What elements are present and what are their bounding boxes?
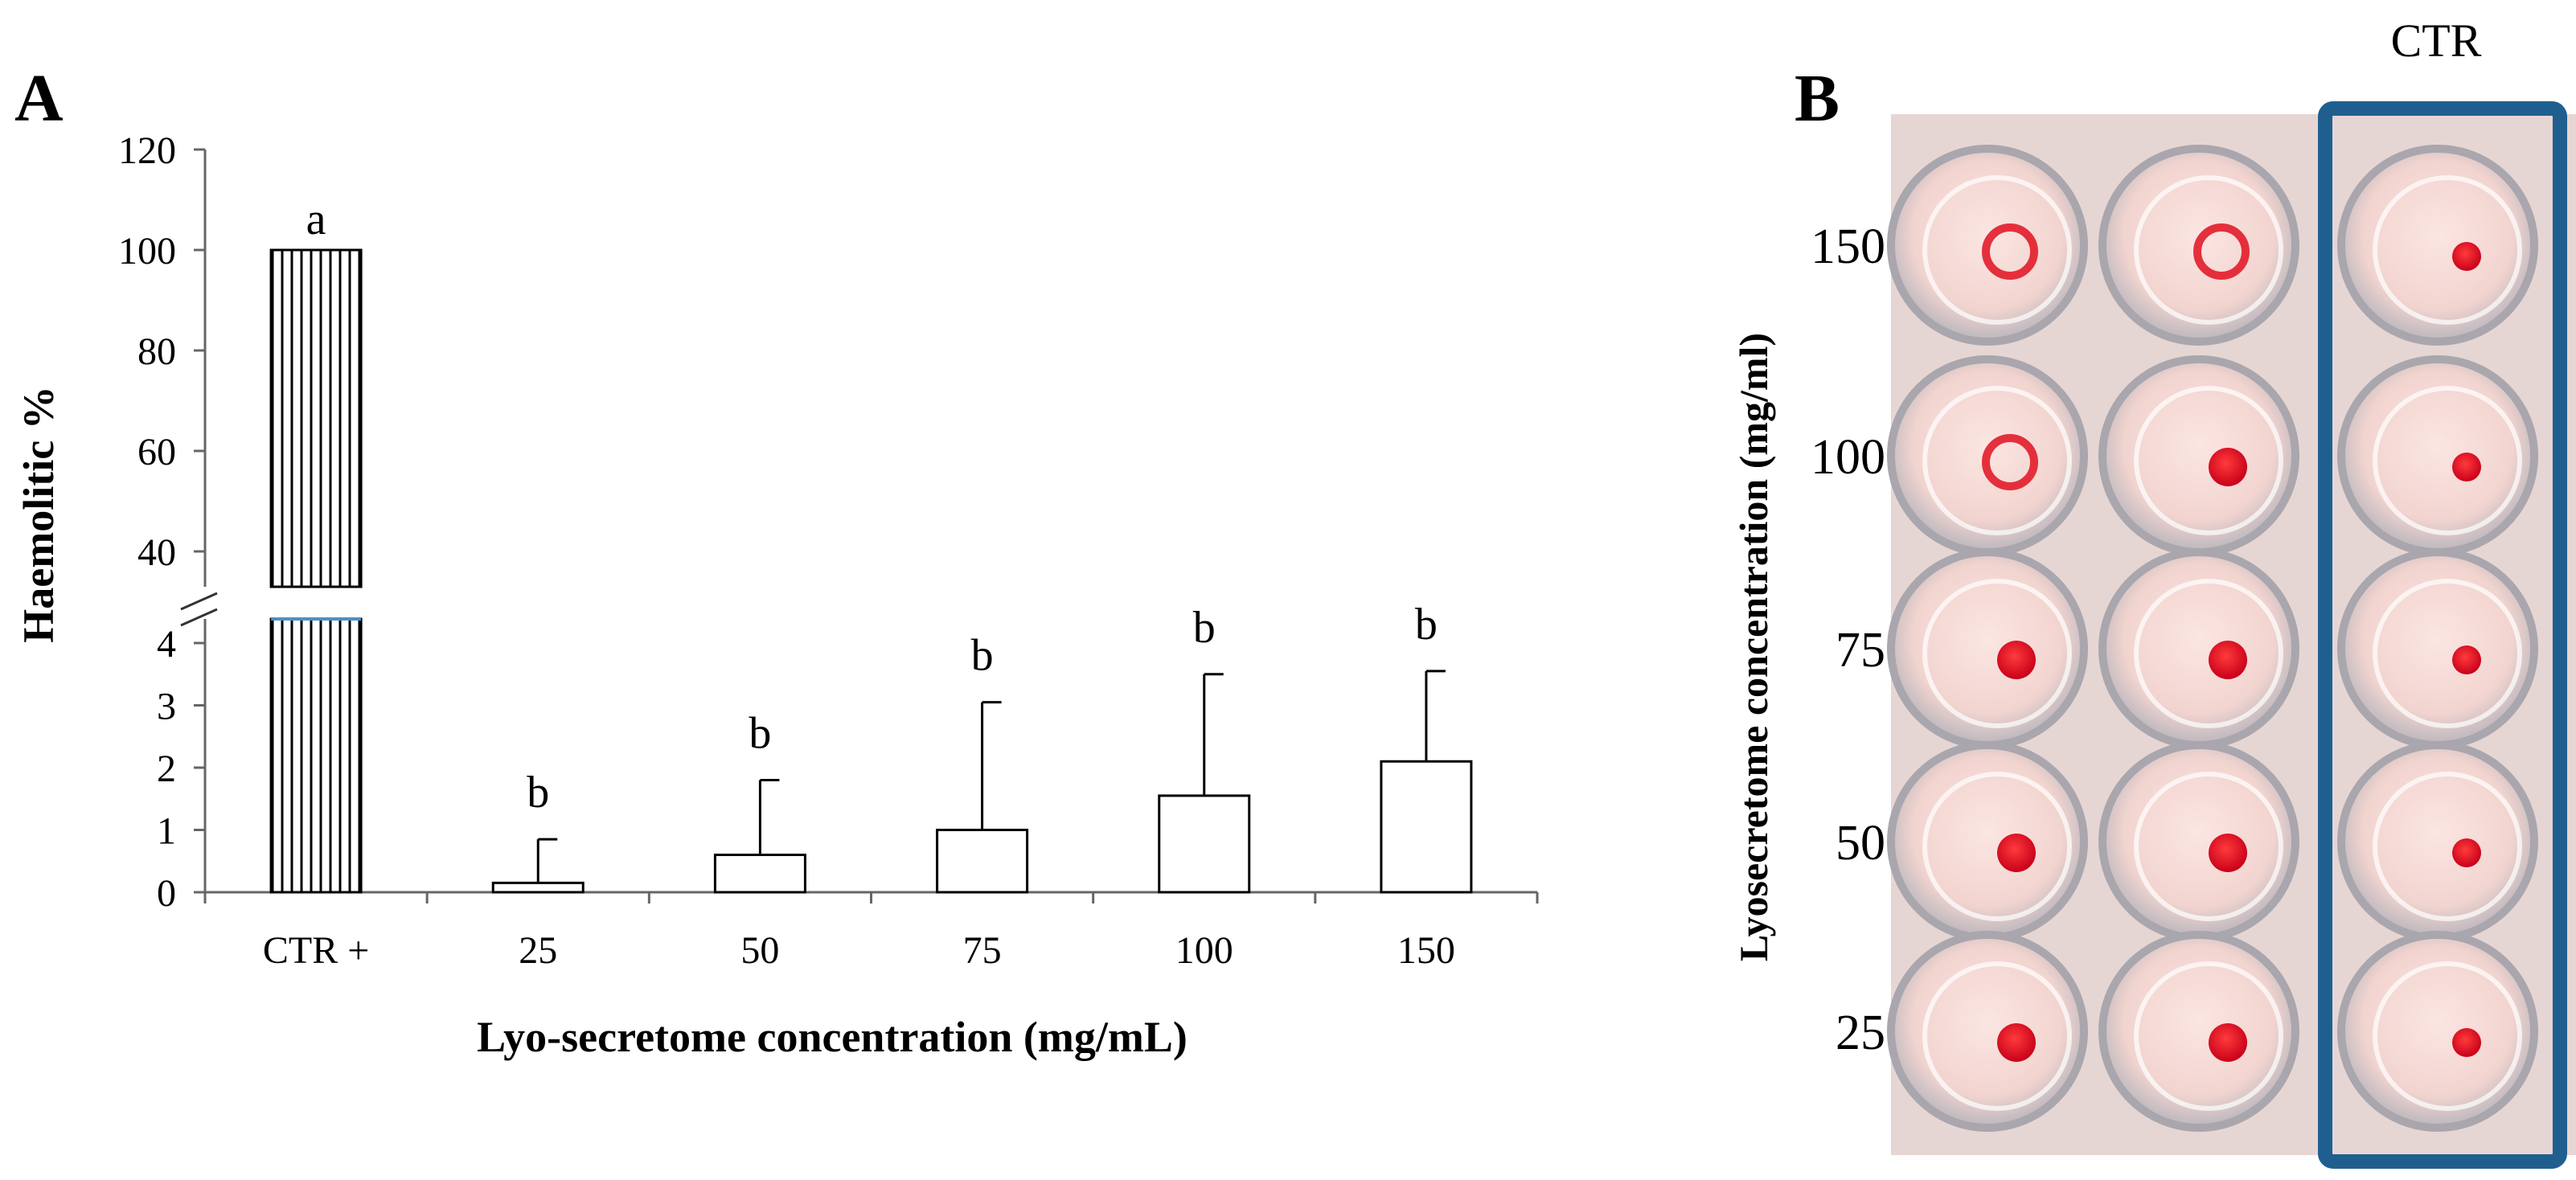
y-axis-label: Haemolitic % <box>14 386 63 642</box>
x-tick-label: 50 <box>740 929 779 972</box>
panel-b-letter: B <box>1795 61 1840 136</box>
axis-break-mark-2 <box>180 608 218 627</box>
red-blood-cell-ring <box>1982 434 2038 490</box>
red-blood-cell-pellet <box>2209 641 2247 679</box>
bar <box>713 854 806 894</box>
plate-well-inner-rim <box>2134 772 2283 921</box>
x-tick-label: CTR + <box>263 929 369 972</box>
significance-label: a <box>306 195 326 244</box>
bar <box>1380 760 1473 894</box>
red-blood-cell-pellet <box>1997 641 2036 679</box>
plate-well-inner-rim <box>2373 386 2522 535</box>
plate-row-label: 75 <box>1836 623 1885 678</box>
x-tick-label: 25 <box>519 929 557 972</box>
plate-well-inner-rim <box>2134 175 2283 325</box>
red-blood-cell-pellet <box>2209 834 2247 872</box>
y-tick-label: 0 <box>157 872 176 915</box>
panel-b-plate-photo: B CTR Lyosecretome concentration (mg/ml)… <box>1731 14 2576 1169</box>
y-tick-label: 1 <box>157 810 176 853</box>
x-tick-label: 100 <box>1175 929 1233 972</box>
plate-well-inner-rim <box>1922 386 2072 535</box>
y-tick-label: 4 <box>157 623 176 666</box>
plate-well-inner-rim <box>1922 579 2072 728</box>
plate-well-inner-rim <box>2373 579 2522 728</box>
ctr-label: CTR <box>2391 14 2482 67</box>
x-tick-label: 150 <box>1397 929 1455 972</box>
plate-well-inner-rim <box>2373 772 2522 921</box>
y-tick-label: 80 <box>137 330 176 373</box>
panel-a-bar-chart: A Haemolitic % Lyo-secretome concentrati… <box>14 61 1539 1061</box>
plate-row-label: 150 <box>1811 219 1885 274</box>
red-blood-cell-pellet <box>2209 1023 2247 1062</box>
plate-well-inner-rim <box>2134 961 2283 1111</box>
y-tick-label: 40 <box>137 531 176 574</box>
red-blood-cell-ring <box>1982 223 2038 280</box>
plate-well-inner-rim <box>2373 175 2522 325</box>
bar-ctr-positive-lower <box>269 617 363 894</box>
significance-label: b <box>1193 603 1216 653</box>
ctr-highlight-box <box>2318 101 2567 1169</box>
plate-row-label: 50 <box>1836 816 1885 871</box>
bar <box>1158 794 1251 894</box>
red-blood-cell-pellet <box>2452 645 2481 674</box>
red-blood-cell-pellet <box>2452 1028 2481 1057</box>
y-tick-label: 100 <box>118 230 176 272</box>
significance-label: b <box>527 768 549 817</box>
plate-well-inner-rim <box>2134 386 2283 535</box>
y-tick-label: 60 <box>137 431 176 473</box>
axis-break-mark-1 <box>180 592 218 611</box>
y-tick-label: 120 <box>118 129 176 172</box>
bar <box>491 881 585 894</box>
x-axis-label: Lyo-secretome concentration (mg/mL) <box>477 1013 1188 1061</box>
red-blood-cell-pellet <box>2452 453 2481 481</box>
panel-a-letter: A <box>14 61 64 136</box>
plate-well-inner-rim <box>1922 175 2072 325</box>
red-blood-cell-ring <box>2193 223 2250 280</box>
x-tick-label: 75 <box>963 929 1002 972</box>
significance-label: b <box>749 709 771 759</box>
red-blood-cell-pellet <box>1997 1023 2036 1062</box>
bar-ctr-positive-upper <box>269 248 363 588</box>
y-tick-label: 3 <box>157 686 176 728</box>
significance-label: b <box>971 631 994 681</box>
plate-row-label: 100 <box>1811 430 1885 485</box>
y-tick-label: 2 <box>157 748 176 790</box>
plate-well-inner-rim <box>1922 772 2072 921</box>
plate-well-inner-rim <box>1922 961 2072 1111</box>
red-blood-cell-pellet <box>2452 838 2481 867</box>
bar <box>936 829 1029 894</box>
significance-label: b <box>1415 600 1438 649</box>
plate-well-inner-rim <box>2134 579 2283 728</box>
plate-y-axis-label: Lyosecretome concentration (mg/ml) <box>1731 333 1776 961</box>
red-blood-cell-pellet <box>2209 448 2247 486</box>
red-blood-cell-pellet <box>2452 242 2481 271</box>
red-blood-cell-pellet <box>1997 834 2036 872</box>
plate-well-inner-rim <box>2373 961 2522 1111</box>
plate-row-label: 25 <box>1836 1006 1885 1060</box>
